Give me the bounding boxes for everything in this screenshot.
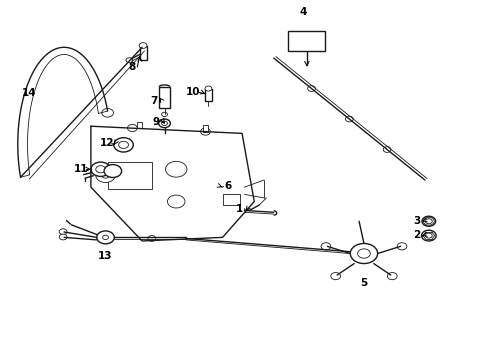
Circle shape <box>97 231 114 244</box>
Circle shape <box>59 234 67 240</box>
Text: 10: 10 <box>185 87 200 97</box>
Circle shape <box>357 249 369 258</box>
Circle shape <box>114 138 133 152</box>
Circle shape <box>139 42 147 48</box>
Text: 9: 9 <box>152 117 159 127</box>
Circle shape <box>127 125 137 132</box>
Bar <box>137 122 142 128</box>
Circle shape <box>204 86 211 91</box>
Circle shape <box>96 168 115 183</box>
Circle shape <box>386 273 396 280</box>
Circle shape <box>307 86 315 91</box>
Circle shape <box>161 112 167 117</box>
Circle shape <box>349 243 377 264</box>
Text: 11: 11 <box>74 164 88 174</box>
Text: 3: 3 <box>413 216 420 225</box>
Text: 12: 12 <box>100 139 114 148</box>
Circle shape <box>104 165 122 177</box>
Circle shape <box>165 161 186 177</box>
Circle shape <box>91 162 110 176</box>
Circle shape <box>321 243 330 250</box>
Circle shape <box>383 147 390 152</box>
Circle shape <box>330 273 340 280</box>
Bar <box>140 45 147 60</box>
Bar <box>159 87 169 108</box>
Bar <box>203 125 207 132</box>
Polygon shape <box>222 194 239 205</box>
Text: 2: 2 <box>413 230 420 240</box>
Circle shape <box>96 166 105 173</box>
Text: 8: 8 <box>128 62 136 72</box>
Circle shape <box>161 121 167 126</box>
Circle shape <box>167 195 184 208</box>
Circle shape <box>119 141 128 148</box>
Text: 13: 13 <box>98 251 113 261</box>
Text: 14: 14 <box>21 88 36 98</box>
Circle shape <box>200 128 210 135</box>
Circle shape <box>425 233 431 238</box>
Circle shape <box>396 243 406 250</box>
Circle shape <box>102 108 113 117</box>
Text: 4: 4 <box>299 7 306 17</box>
Bar <box>108 162 152 189</box>
Text: 7: 7 <box>150 96 158 106</box>
Circle shape <box>421 216 435 226</box>
Circle shape <box>126 58 133 63</box>
Circle shape <box>158 119 170 128</box>
Circle shape <box>425 219 431 224</box>
Circle shape <box>102 235 108 239</box>
Text: 1: 1 <box>236 204 243 214</box>
Text: 6: 6 <box>224 181 232 192</box>
Text: 5: 5 <box>360 278 367 288</box>
Circle shape <box>59 229 67 234</box>
Circle shape <box>345 116 352 122</box>
Circle shape <box>421 230 435 241</box>
Circle shape <box>148 235 156 241</box>
Bar <box>205 89 211 101</box>
Circle shape <box>102 172 109 178</box>
Bar <box>288 31 325 51</box>
